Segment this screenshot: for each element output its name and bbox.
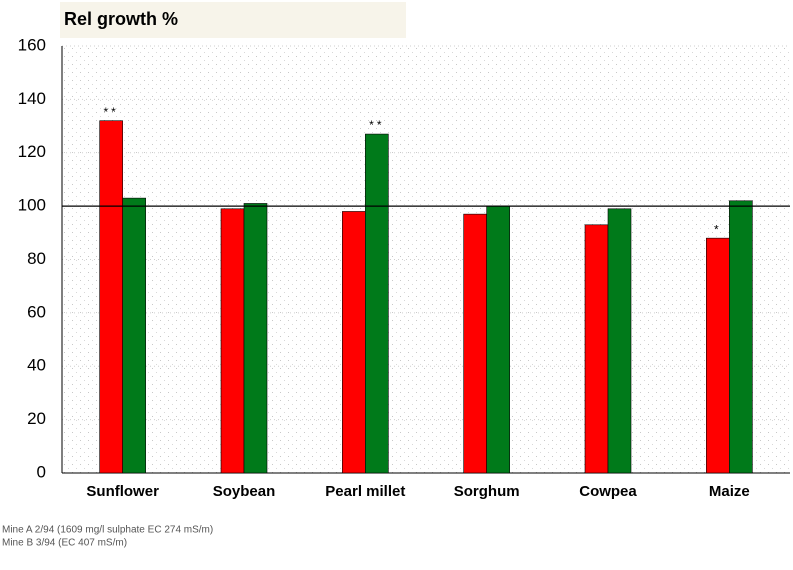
y-tick-label: 0	[37, 462, 46, 481]
bar	[342, 211, 366, 474]
bar	[486, 205, 510, 474]
x-tick-label: Maize	[709, 483, 750, 500]
y-tick-label: 140	[18, 89, 46, 108]
y-tick-label: 160	[18, 35, 46, 54]
bar	[365, 133, 389, 474]
legend-label: Mine B 3/94 (EC 407 mS/m)	[2, 538, 127, 549]
bar	[99, 120, 123, 474]
bar	[243, 203, 268, 474]
y-tick-label: 120	[18, 142, 46, 161]
y-tick-label: 20	[27, 409, 46, 428]
y-tick-label: 40	[27, 356, 46, 375]
annotation: *	[714, 222, 722, 236]
legend-label: Mine A 2/94 (1609 mg/l sulphate EC 274 m…	[2, 525, 213, 536]
bar	[729, 200, 753, 474]
title-background	[60, 2, 406, 38]
x-tick-label: Sorghum	[454, 483, 520, 500]
bar	[463, 213, 487, 474]
bar	[220, 208, 245, 474]
x-tick-label: Pearl millet	[325, 483, 405, 500]
x-tick-label: Soybean	[213, 483, 276, 500]
y-tick-label: 80	[27, 249, 46, 268]
bar	[122, 197, 146, 474]
bar	[706, 237, 730, 474]
x-tick-label: Cowpea	[579, 483, 637, 500]
y-tick-label: 100	[18, 196, 46, 215]
annotation: **	[369, 118, 384, 132]
annotation: **	[103, 105, 118, 119]
y-tick-label: 60	[27, 302, 46, 321]
bar	[607, 208, 632, 474]
x-tick-label: Sunflower	[86, 483, 159, 500]
bar	[584, 224, 609, 474]
chart-title: Rel growth %	[64, 9, 178, 29]
